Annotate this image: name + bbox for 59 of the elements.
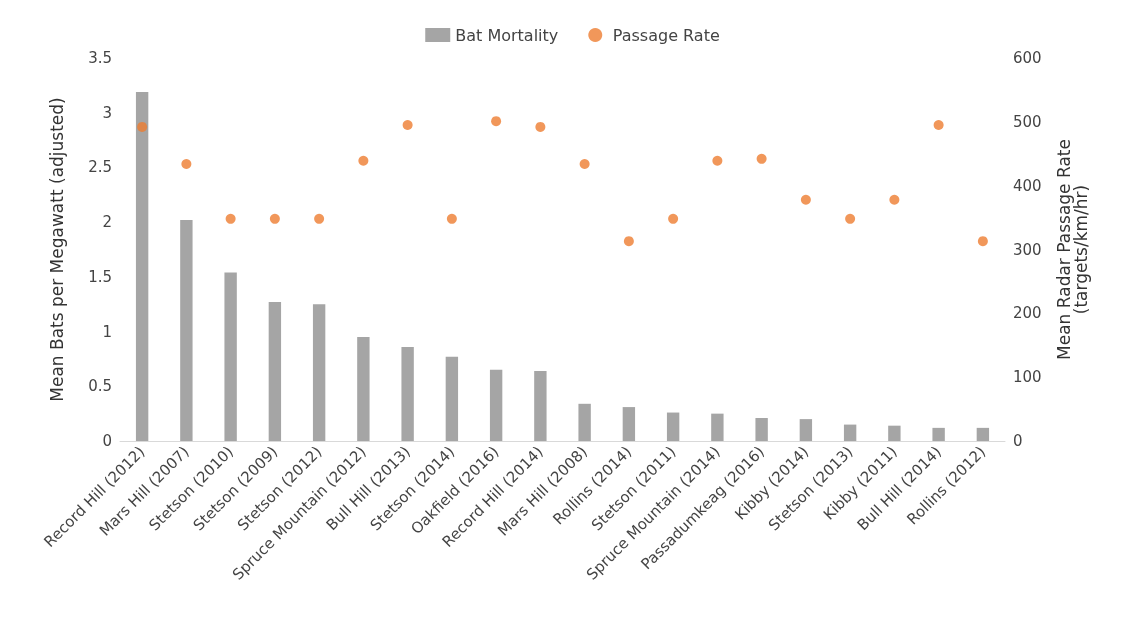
bar [622,407,636,441]
bar [489,369,503,441]
point [668,213,679,224]
point [845,213,856,224]
y2-tick-label: 400 [1013,176,1042,195]
bar [180,219,193,441]
point [889,194,900,205]
point [269,213,280,224]
y2-tick-label: 300 [1013,240,1042,259]
bar [666,412,680,441]
point [181,158,192,169]
bar [445,356,459,441]
y2-tick-label: 200 [1013,304,1042,323]
point [579,158,590,169]
bar [843,424,857,441]
y-tick-label: 0.5 [88,377,112,396]
point [491,116,502,127]
y2-axis-title: Mean Radar Passage Rate (targets/km/hr) [1053,139,1091,360]
legend-label: Passage Rate [612,25,720,45]
y-tick-label: 0 [102,432,112,450]
y-tick-label: 1 [102,322,112,341]
point [800,194,811,205]
y2-tick-label: 600 [1013,49,1042,67]
bar [357,337,370,441]
y-tick-label: 3.5 [88,49,112,67]
y2-tick-label: 0 [1013,432,1023,450]
point [933,120,944,131]
point [446,213,457,224]
bar [401,346,414,441]
bar [578,403,591,441]
bar [755,418,768,441]
point [756,153,767,164]
point [225,213,236,224]
bar [976,427,990,441]
point [977,236,988,247]
y-tick-label: 3 [102,103,112,122]
point [314,213,325,224]
point [358,155,369,166]
y-tick-label: 2.5 [88,158,112,177]
y-tick-label: 2 [102,213,112,232]
y2-tick-label: 500 [1013,112,1042,131]
bar [268,302,282,441]
point [402,120,413,131]
bar [224,272,237,441]
legend-label: Bat Mortality [455,25,559,45]
point [137,121,148,132]
bar [799,419,813,441]
y-tick-label: 1.5 [88,267,112,286]
point [712,155,723,166]
bar [534,370,547,441]
y-axis-title: Mean Bats per Megawatt (adjusted) [46,97,67,402]
y2-tick-label: 100 [1013,368,1042,387]
point [623,236,634,247]
point [535,121,546,132]
bar [711,413,724,441]
bar [135,91,149,441]
bar [312,304,326,441]
bar [932,427,945,441]
bar [888,425,901,441]
